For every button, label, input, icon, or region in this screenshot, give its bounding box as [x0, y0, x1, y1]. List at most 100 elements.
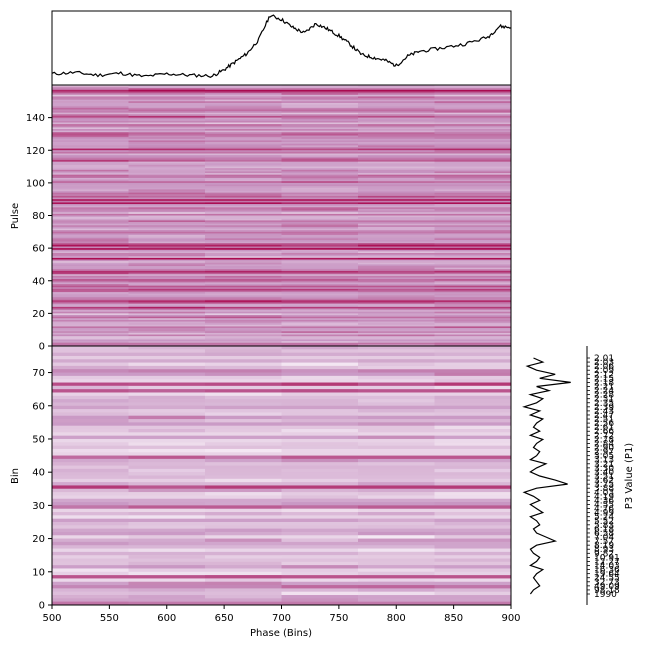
y-tick-label: 40: [32, 276, 45, 287]
heatmap-cell: [128, 485, 205, 490]
heatmap-cell: [434, 438, 511, 443]
heatmap-cell: [205, 132, 282, 135]
heatmap-row: [52, 199, 511, 202]
heatmap-cell: [52, 288, 129, 291]
p3-tick-label: 3.21: [594, 460, 614, 470]
heatmap-cell: [128, 409, 205, 413]
heatmap-cell: [205, 161, 282, 164]
heatmap-cell: [52, 132, 129, 135]
heatmap-cell: [52, 217, 129, 220]
heatmap-cell: [434, 228, 511, 231]
heatmap-cell: [205, 293, 282, 296]
heatmap-cell: [128, 284, 205, 287]
y-tick-label: 20: [32, 309, 45, 320]
heatmap-cell: [358, 328, 435, 331]
heatmap-cell: [52, 226, 129, 229]
heatmap-row: [52, 107, 511, 110]
heatmap-cell: [281, 195, 358, 198]
heatmap-cell: [52, 331, 129, 334]
heatmap-cell: [281, 264, 358, 267]
heatmap-cell: [358, 262, 435, 265]
heatmap-cell: [128, 171, 205, 174]
heatmap-cell: [205, 91, 282, 94]
heatmap-cell: [434, 568, 511, 573]
heatmap-cell: [434, 174, 511, 177]
heatmap-cell: [128, 254, 205, 257]
heatmap-cell: [128, 581, 205, 586]
heatmap-cell: [128, 308, 205, 311]
heatmap-cell: [281, 458, 358, 463]
heatmap-cell: [52, 215, 129, 218]
heatmap-cell: [52, 89, 129, 92]
heatmap-cell: [434, 239, 511, 242]
heatmap-cell: [128, 571, 205, 576]
heatmap-cell: [281, 585, 358, 589]
heatmap-cell: [434, 267, 511, 270]
heatmap-cell: [205, 262, 282, 265]
heatmap-cell: [52, 177, 129, 181]
p3-tick-label: 2.84: [594, 439, 614, 449]
heatmap-cell: [434, 342, 511, 345]
heatmap-cell: [358, 588, 435, 593]
heatmap-cell: [434, 226, 511, 229]
heatmap-cell: [128, 173, 205, 176]
heatmap-cell: [205, 475, 282, 480]
heatmap-row: [52, 279, 511, 282]
heatmap-cell: [52, 146, 129, 150]
heatmap-cell: [205, 488, 282, 493]
heatmap-cell: [434, 298, 511, 301]
heatmap-cell: [434, 204, 511, 207]
heatmap-cell: [434, 362, 511, 367]
heatmap-cell: [52, 305, 129, 308]
heatmap-cell: [205, 462, 282, 466]
heatmap-row: [52, 336, 511, 339]
p3-tick-label: 2.78: [594, 435, 614, 445]
heatmap-cell: [281, 561, 358, 566]
heatmap-cell: [52, 591, 129, 596]
heatmap-cell: [52, 465, 129, 470]
heatmap-cell: [281, 301, 358, 304]
heatmap-cell: [281, 85, 358, 88]
heatmap-row: [52, 405, 511, 410]
y-tick-label: 60: [32, 244, 45, 255]
heatmap-cell: [205, 352, 282, 357]
heatmap-row: [52, 306, 511, 309]
p3-tick-label: 2.21: [594, 382, 614, 392]
heatmap-cell: [128, 306, 205, 309]
y-tick-label: 50: [32, 434, 45, 445]
heatmap-cell: [281, 415, 358, 420]
heatmap-cell: [128, 251, 205, 254]
heatmap-cell: [52, 269, 129, 272]
heatmap-cell: [52, 256, 129, 259]
heatmap-row: [52, 452, 511, 456]
heatmap-cell: [205, 246, 282, 249]
p3-tick-label: 32.73: [594, 578, 620, 588]
p3-tick-label: 3.13: [594, 456, 614, 466]
heatmap-cell: [52, 228, 129, 231]
heatmap-cell: [358, 96, 435, 99]
heatmap-cell: [358, 531, 435, 536]
heatmap-cell: [434, 280, 511, 283]
heatmap-cell: [52, 300, 129, 303]
heatmap-cell: [205, 93, 282, 96]
heatmap-cell: [281, 482, 358, 486]
heatmap-cell: [281, 189, 358, 192]
heatmap-cell: [205, 528, 282, 533]
heatmap-cell: [52, 521, 129, 526]
heatmap-cell: [205, 111, 282, 114]
p3-tick-label: 49.09: [594, 582, 620, 592]
heatmap-cell: [128, 319, 205, 322]
heatmap-cell: [205, 114, 282, 117]
p3-tick-label: 8.93: [594, 545, 614, 555]
heatmap-row: [52, 521, 511, 526]
heatmap-cell: [358, 429, 435, 433]
heatmap-cell: [52, 568, 129, 573]
y-tick-label: 20: [32, 534, 45, 545]
p3-tick-label: 2.43: [594, 407, 614, 417]
heatmap-cell: [281, 191, 358, 194]
heatmap-cell: [434, 132, 511, 135]
heatmap-cell: [434, 313, 511, 316]
heatmap-cell: [358, 231, 435, 234]
heatmap-cell: [281, 531, 358, 536]
heatmap-cell: [281, 194, 358, 197]
